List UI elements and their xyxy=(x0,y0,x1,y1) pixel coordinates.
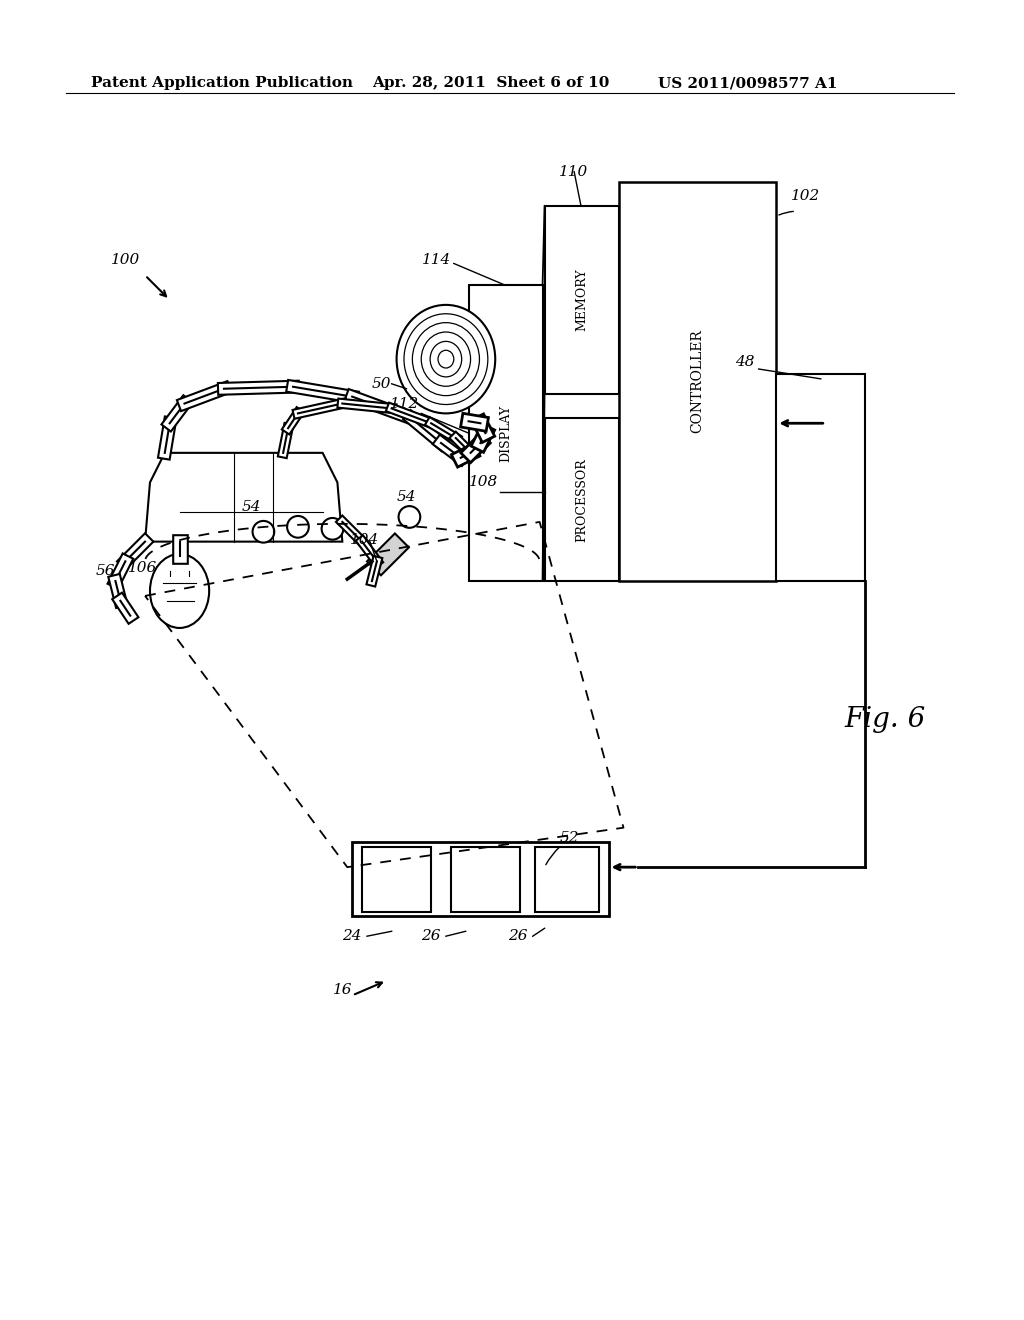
Bar xyxy=(451,847,520,912)
Ellipse shape xyxy=(150,554,209,628)
Bar xyxy=(352,842,608,916)
Text: MEMORY: MEMORY xyxy=(575,269,588,331)
Polygon shape xyxy=(145,453,342,541)
Text: Apr. 28, 2011  Sheet 6 of 10: Apr. 28, 2011 Sheet 6 of 10 xyxy=(372,77,609,90)
Text: 54: 54 xyxy=(396,490,416,504)
Text: 56: 56 xyxy=(96,564,116,578)
Bar xyxy=(362,847,431,912)
Text: 106: 106 xyxy=(128,561,157,576)
Bar xyxy=(545,418,618,581)
Text: 16: 16 xyxy=(333,983,352,998)
Text: 50: 50 xyxy=(372,376,391,391)
Bar xyxy=(367,533,409,576)
Text: US 2011/0098577 A1: US 2011/0098577 A1 xyxy=(658,77,838,90)
Text: 26: 26 xyxy=(508,929,527,944)
Text: 104: 104 xyxy=(350,533,380,546)
Text: 52: 52 xyxy=(559,830,579,845)
Text: DISPLAY: DISPLAY xyxy=(499,404,512,462)
Bar xyxy=(618,182,776,581)
Text: 26: 26 xyxy=(422,929,441,944)
Bar xyxy=(545,206,618,393)
Text: 100: 100 xyxy=(111,253,140,268)
Text: 112: 112 xyxy=(390,396,419,411)
Circle shape xyxy=(287,516,309,537)
Circle shape xyxy=(398,506,420,528)
Ellipse shape xyxy=(396,305,496,413)
Text: PROCESSOR: PROCESSOR xyxy=(575,458,588,541)
Text: 102: 102 xyxy=(792,189,820,203)
Text: CONTROLLER: CONTROLLER xyxy=(690,330,705,433)
Bar xyxy=(535,847,599,912)
Text: Fig. 6: Fig. 6 xyxy=(844,706,926,733)
Text: 54: 54 xyxy=(242,500,261,513)
Circle shape xyxy=(322,517,343,540)
Text: Patent Application Publication: Patent Application Publication xyxy=(91,77,353,90)
Text: 110: 110 xyxy=(559,165,589,178)
Bar xyxy=(469,285,543,581)
Text: 114: 114 xyxy=(422,253,451,268)
Text: 24: 24 xyxy=(343,929,362,944)
Bar xyxy=(776,374,865,581)
Text: 48: 48 xyxy=(735,355,755,370)
Circle shape xyxy=(253,521,274,543)
Text: 108: 108 xyxy=(469,475,498,490)
